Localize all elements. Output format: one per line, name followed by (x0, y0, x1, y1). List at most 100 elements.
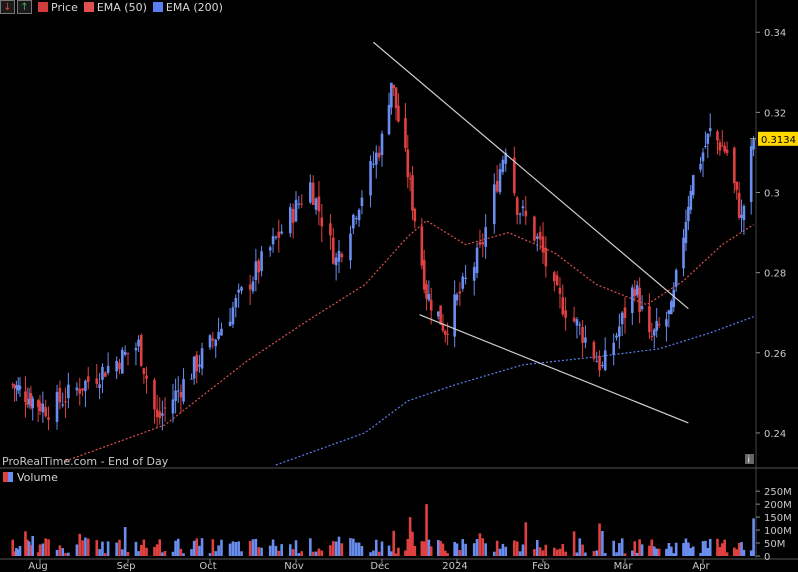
candle (352, 213, 355, 235)
volume-bar (58, 545, 62, 556)
y-tick-label: 0.28 (764, 269, 786, 280)
legend-ema50-label[interactable]: EMA (50) (96, 0, 147, 14)
volume-label[interactable]: Volume (17, 470, 58, 484)
candle (78, 377, 82, 406)
scroll-down-button[interactable]: ↓ (0, 0, 15, 14)
candle (581, 320, 584, 358)
volume-bar (501, 543, 505, 556)
candle (720, 130, 724, 147)
candle-body (631, 287, 634, 313)
candle (524, 196, 528, 225)
volume-bar (504, 546, 508, 556)
candle-body (11, 384, 15, 386)
candle-body (524, 210, 528, 217)
candle-body (672, 289, 676, 308)
candle (406, 134, 410, 189)
volume-bar (369, 552, 372, 556)
candle-body (300, 203, 304, 205)
volume-bar (139, 545, 143, 556)
volume-bar (541, 550, 545, 556)
volume-bar (374, 539, 378, 556)
candle (501, 155, 505, 175)
volume-bar (360, 546, 364, 556)
candle-body (422, 259, 426, 290)
volume-bar (220, 539, 223, 556)
candle (291, 203, 295, 239)
candle (439, 305, 442, 326)
volume-bar (638, 539, 641, 556)
volume-bar (601, 530, 604, 556)
candle-body (134, 347, 138, 351)
candle-body (737, 192, 741, 218)
candle-body (228, 321, 232, 327)
candle (706, 132, 710, 159)
candle-body (515, 197, 519, 215)
candle (633, 280, 637, 302)
candle-body (501, 159, 505, 173)
volume-bar (495, 540, 499, 556)
candle (280, 224, 283, 235)
candle-body (44, 407, 47, 417)
candle-body (16, 385, 20, 391)
volume-bar (280, 544, 283, 556)
scroll-up-button[interactable]: ↑ (17, 0, 32, 14)
volume-bar (584, 552, 587, 556)
candle-body (394, 87, 398, 109)
volume-bar (735, 549, 739, 556)
candle-body (195, 354, 199, 372)
y-tick-label: 0.24 (764, 429, 786, 440)
candle (86, 366, 90, 390)
candle (380, 130, 384, 167)
candle-body (118, 362, 121, 370)
candle (237, 283, 240, 308)
ema50-swatch-icon (83, 2, 94, 12)
candle-body (294, 199, 298, 222)
candle (15, 380, 18, 402)
volume-bar (441, 543, 445, 556)
volume-bar (558, 548, 562, 556)
candle-body (427, 293, 431, 301)
candle-body (674, 269, 678, 287)
candle-body (142, 368, 146, 375)
candle-body (598, 355, 601, 371)
candle (137, 335, 140, 353)
candle-body (349, 233, 352, 261)
legend-ema200-label[interactable]: EMA (200) (165, 0, 223, 14)
candle (36, 398, 40, 422)
candle (320, 203, 324, 243)
candle-body (733, 147, 736, 184)
candle (260, 245, 263, 277)
volume-bar (268, 545, 272, 556)
candle (461, 272, 465, 292)
volume-bar (81, 540, 84, 556)
candle-body (260, 251, 263, 271)
volume-bar (317, 548, 321, 556)
candle (234, 294, 238, 318)
volume-bar (174, 540, 177, 556)
candle (163, 397, 167, 422)
volume-bar (158, 539, 162, 556)
volume-bar (251, 539, 255, 556)
volume-bar (411, 531, 414, 556)
candle-body (329, 223, 332, 236)
volume-bar (257, 547, 261, 556)
candle-body (650, 336, 654, 338)
candle (217, 317, 220, 341)
candle (504, 148, 508, 172)
volume-bar (392, 530, 396, 556)
candle (404, 103, 407, 152)
volume-bar (544, 544, 548, 556)
candle-body (472, 267, 476, 281)
info-icon[interactable]: i (745, 454, 754, 466)
candle-body (640, 306, 644, 310)
candle (67, 372, 70, 409)
candle-body (691, 175, 695, 196)
legend-price-label[interactable]: Price (51, 0, 78, 14)
volume-bar (620, 538, 624, 556)
volume-bar (182, 553, 185, 556)
candle-body (126, 352, 130, 354)
candle (228, 308, 232, 327)
volume-bar (478, 533, 482, 556)
candle-body (584, 337, 587, 343)
candle (561, 284, 565, 317)
